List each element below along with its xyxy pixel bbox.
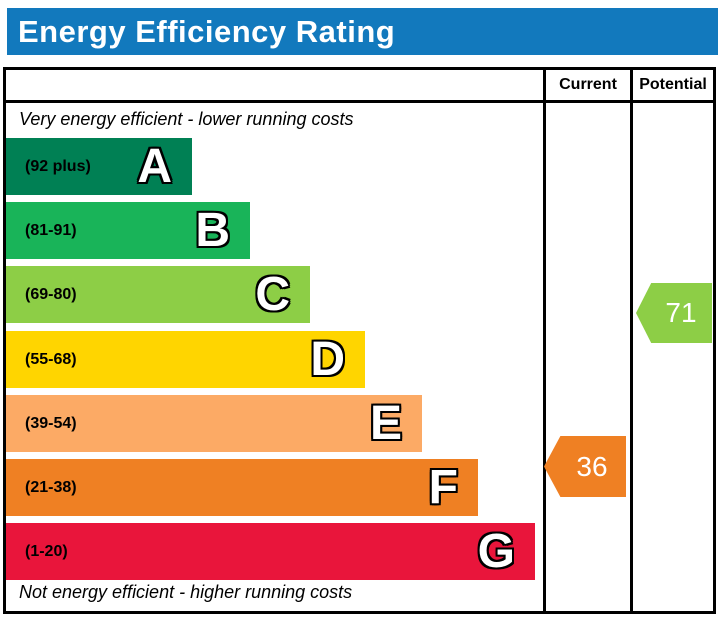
band-g-range-label: (1-20) (25, 542, 68, 560)
bottom-note: Not energy efficient - higher running co… (19, 582, 353, 602)
band-e-range-label: (39-54) (25, 414, 77, 432)
band-d-range-label: (55-68) (25, 350, 77, 368)
rating-table: Current Potential Very energy efficient … (3, 67, 716, 614)
band-g-letter: G (477, 524, 515, 578)
band-b-range-label: (81-91) (25, 221, 77, 239)
potential-rating-arrow: 71 (636, 283, 712, 343)
current-rating-value: 36 (576, 450, 608, 482)
band-f-range-label: (21-38) (25, 478, 77, 496)
band-bar-c: (69-80) C (6, 266, 310, 323)
potential-column-header: Potential (639, 76, 707, 93)
band-c-range-label: (69-80) (25, 285, 77, 303)
current-rating-arrow: 36 (544, 436, 626, 497)
title-bar: Energy Efficiency Rating (7, 8, 718, 55)
band-bar-a: (92 plus) A (6, 138, 192, 195)
band-bar-b: (81-91) B (6, 202, 250, 259)
band-e-letter: E (369, 396, 402, 450)
band-c-letter: C (255, 267, 290, 321)
current-column-header: Current (559, 76, 617, 93)
band-bar-e: (39-54) E (6, 395, 422, 452)
band-bar-d: (55-68) D (6, 331, 365, 388)
band-bar-g: (1-20) G (6, 523, 535, 580)
top-note: Very energy efficient - lower running co… (19, 109, 354, 129)
band-f-letter: F (428, 460, 458, 514)
potential-rating-value: 71 (665, 297, 697, 328)
band-b-letter: B (195, 203, 230, 257)
band-a-range-label: (92 plus) (25, 157, 91, 175)
current-column-divider (543, 70, 546, 611)
band-a-letter: A (137, 139, 172, 193)
band-bar-f: (21-38) F (6, 459, 478, 516)
band-d-letter: D (310, 332, 345, 386)
page-title: Energy Efficiency Rating (18, 13, 396, 49)
header-row-divider (6, 100, 713, 103)
potential-column-divider (630, 70, 633, 611)
